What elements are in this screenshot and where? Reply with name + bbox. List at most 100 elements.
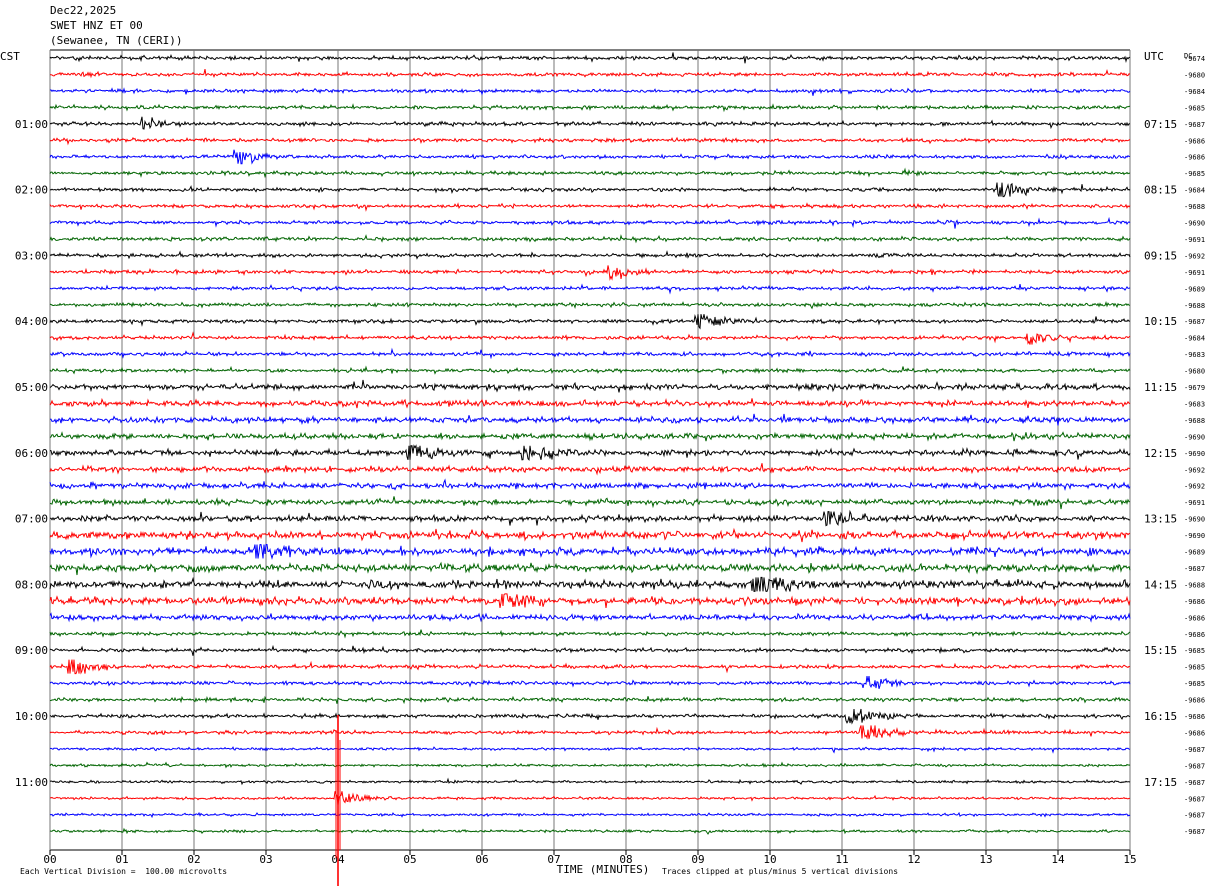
left-hour-label: 06:00 [15,447,48,460]
dc-offset-label: -9687 [1184,795,1205,803]
dc-offset-label: -9690 [1184,532,1205,540]
dc-offset-label: -9680 [1184,368,1205,376]
seismic-trace [49,52,1131,64]
right-hour-label: 07:15 [1144,118,1177,131]
seismic-trace [49,149,1131,165]
seismic-trace [49,746,1131,754]
header-channel: SWET HNZ ET 00 [50,19,143,32]
seismic-trace [49,644,1131,656]
seismic-trace [49,314,1130,330]
x-tick-label: 05 [403,853,416,866]
dc-offset-label: -9686 [1184,154,1205,162]
seismic-trace [49,463,1131,476]
dc-offset-label: -9685 [1184,680,1205,688]
right-hour-label: 10:15 [1144,315,1177,328]
dc-offset-label: -9685 [1184,170,1205,178]
x-tick-label: 06 [475,853,488,866]
dc-offset-label: -9684 [1184,187,1205,195]
dc-offset-label: -9688 [1184,203,1205,211]
seismic-trace [49,827,1131,835]
seismic-trace [49,87,1131,96]
seismic-trace [49,283,1131,295]
seismic-trace [49,576,1131,593]
seismic-trace [49,593,1131,608]
dc-offset-label: -9692 [1184,466,1205,474]
x-tick-label: 03 [259,853,272,866]
dc-offset-label: -9687 [1184,565,1205,573]
left-hour-label: 05:00 [15,381,48,394]
x-tick-label: 07 [547,853,560,866]
seismic-trace [49,761,1131,769]
dc-offset-label: -9686 [1184,598,1205,606]
left-hour-label: 08:00 [15,578,48,591]
dc-offset-label: -9686 [1184,631,1205,639]
seismic-trace [49,136,1131,146]
dc-offset-label: -9680 [1184,71,1205,79]
dc-offset-label: -9686 [1184,614,1205,622]
dc-offset-label: -9688 [1184,581,1205,589]
dc-offset-label: -9684 [1184,88,1205,96]
dc-offset-label: -9691 [1184,236,1205,244]
dc-offset-label: -9690 [1184,516,1205,524]
dc-offset-label: -9684 [1184,335,1205,343]
seismic-trace [50,509,1131,527]
dc-offset-label: -9688 [1184,417,1205,425]
dc-offset-label: -9687 [1184,746,1205,754]
left-hour-label: 09:00 [15,644,48,657]
left-hour-label: 10:00 [15,710,48,723]
dc-offset-label: -9685 [1184,104,1205,112]
right-hour-label: 16:15 [1144,710,1177,723]
dc-offset-label: -9692 [1184,252,1205,260]
seismic-trace [49,611,1131,623]
seismic-trace [49,397,1131,409]
seismic-trace [49,496,1131,510]
x-tick-label: 14 [1051,853,1065,866]
seismic-trace [49,478,1131,491]
dc-offset-label: -9687 [1184,121,1205,129]
seismic-trace [49,561,1131,576]
seismic-trace [49,365,1131,375]
seismic-trace [49,708,1131,725]
seismic-trace [49,543,1131,560]
seismic-trace [49,167,1131,179]
scale-note: Each Vertical Division = 100.00 microvol… [20,867,228,876]
seismic-trace [49,413,1131,426]
seismic-trace [49,202,1131,212]
right-hour-label: 09:15 [1144,249,1177,262]
left-hour-label: 01:00 [15,118,48,131]
seismic-trace [49,725,1131,740]
dc-offset-label: -9683 [1184,351,1205,359]
dc-offset-label: -9687 [1184,828,1205,836]
seismic-trace [49,527,1131,543]
dc-offset-label: -9674 [1184,55,1205,63]
seismic-trace [49,103,1131,113]
dc-offset-label: -9690 [1184,450,1205,458]
header-station: (Sewanee, TN (CERI)) [50,34,183,47]
dc-offset-label: -9679 [1184,384,1205,392]
left-hour-label: 04:00 [15,315,48,328]
seismic-trace [49,379,1131,393]
dc-offset-label: -9690 [1184,220,1205,228]
seismic-trace [49,347,1131,360]
right-hour-label: 17:15 [1144,776,1177,789]
x-axis-label: TIME (MINUTES) [557,863,650,876]
dc-offset-label: -9692 [1184,483,1205,491]
seismic-trace [49,676,1131,689]
seismic-trace [49,216,1131,229]
seismic-trace [49,182,1131,198]
x-tick-label: 13 [979,853,992,866]
right-hour-label: 14:15 [1144,578,1177,591]
dc-offset-label: -9688 [1184,302,1205,310]
left-hour-label: 11:00 [15,776,48,789]
seismic-trace [49,444,1131,461]
clip-note: Traces clipped at plus/minus 5 vertical … [662,867,899,876]
dc-offset-label: -9686 [1184,713,1205,721]
dc-offset-label: -9689 [1184,549,1205,557]
dc-offset-label: -9685 [1184,664,1205,672]
right-hour-label: 11:15 [1144,381,1177,394]
left-hour-label: 03:00 [15,249,48,262]
dc-label: DC [1184,52,1192,60]
right-hour-label: 15:15 [1144,644,1177,657]
seismic-trace [49,331,1131,345]
